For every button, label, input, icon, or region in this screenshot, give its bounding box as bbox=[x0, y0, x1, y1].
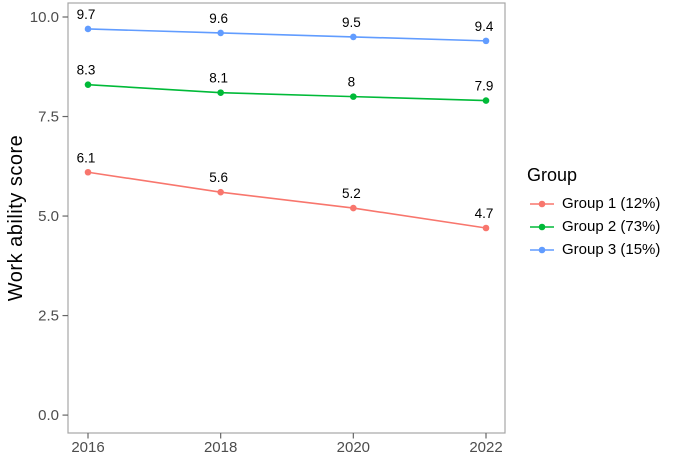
y-tick-label: 2.5 bbox=[38, 308, 59, 325]
legend-row: Group 2 (73%) bbox=[526, 215, 660, 238]
legend-key-line-icon bbox=[530, 246, 554, 253]
axes: 0.0 2.5 5.0 7.5 10.0 2016 2018 2020 2022 bbox=[30, 9, 503, 456]
data-point-label: 7.9 bbox=[475, 79, 494, 94]
data-point bbox=[350, 93, 357, 100]
y-tick-label: 0.0 bbox=[38, 407, 59, 424]
data-point-label: 9.7 bbox=[77, 7, 96, 22]
data-point-label: 5.6 bbox=[209, 170, 228, 185]
legend-items: Group 1 (12%) Group 2 (73%) Group 3 (15%) bbox=[526, 192, 660, 261]
data-point-label: 8.3 bbox=[77, 63, 96, 78]
y-tick-label: 5.0 bbox=[38, 208, 59, 225]
data-point-label: 6.1 bbox=[77, 150, 96, 165]
y-axis-title: Work ability score bbox=[5, 135, 27, 301]
data-point bbox=[482, 224, 490, 232]
data-point bbox=[84, 81, 92, 88]
data-point-label: 5.2 bbox=[342, 186, 361, 201]
data-point bbox=[482, 37, 490, 45]
data-point bbox=[217, 29, 224, 37]
data-point-label: 8 bbox=[348, 75, 356, 90]
legend-row: Group 1 (12%) bbox=[526, 192, 660, 215]
x-tick-label: 2018 bbox=[204, 439, 237, 456]
series-line bbox=[87, 83, 487, 102]
series-line bbox=[87, 171, 487, 229]
y-tick-label: 7.5 bbox=[38, 109, 59, 126]
data-point bbox=[217, 188, 224, 196]
x-tick-label: 2016 bbox=[71, 439, 104, 456]
legend-label: Group 2 (73%) bbox=[562, 218, 661, 235]
data-point bbox=[350, 204, 357, 212]
data-point bbox=[217, 89, 224, 96]
legend-row: Group 3 (15%) bbox=[526, 238, 660, 261]
x-tick-label: 2020 bbox=[337, 439, 370, 456]
legend-label: Group 1 (12%) bbox=[562, 195, 661, 212]
series-layer: 6.1 5.6 5.2 4.7 8.3 8.1 8 7.9 9.7 9.6 9.5 9.4 bbox=[77, 7, 494, 232]
legend-key-line-icon bbox=[530, 200, 554, 207]
data-point-label: 4.7 bbox=[475, 206, 494, 221]
data-point bbox=[482, 97, 490, 104]
data-point bbox=[84, 168, 92, 176]
series-line bbox=[87, 28, 487, 42]
x-tick-label: 2022 bbox=[469, 439, 502, 456]
legend-label: Group 3 (15%) bbox=[562, 241, 661, 258]
data-point-label: 9.6 bbox=[209, 11, 228, 26]
legend-key-point bbox=[538, 246, 546, 253]
legend-title: Group bbox=[527, 165, 578, 185]
data-point bbox=[350, 33, 357, 41]
legend-key-point bbox=[538, 200, 546, 207]
y-tick-label: 10.0 bbox=[30, 9, 59, 26]
legend-key-point bbox=[538, 223, 546, 230]
legend: Group Group 1 (12%) Group 2 (73%) Group 3 … bbox=[526, 165, 660, 261]
data-point-label: 8.1 bbox=[209, 71, 228, 86]
legend-key-line-icon bbox=[530, 223, 554, 230]
data-point-label: 9.5 bbox=[342, 15, 361, 30]
data-point bbox=[84, 25, 92, 33]
plot-panel-border bbox=[67, 2, 506, 434]
data-point-label: 9.4 bbox=[475, 19, 494, 34]
